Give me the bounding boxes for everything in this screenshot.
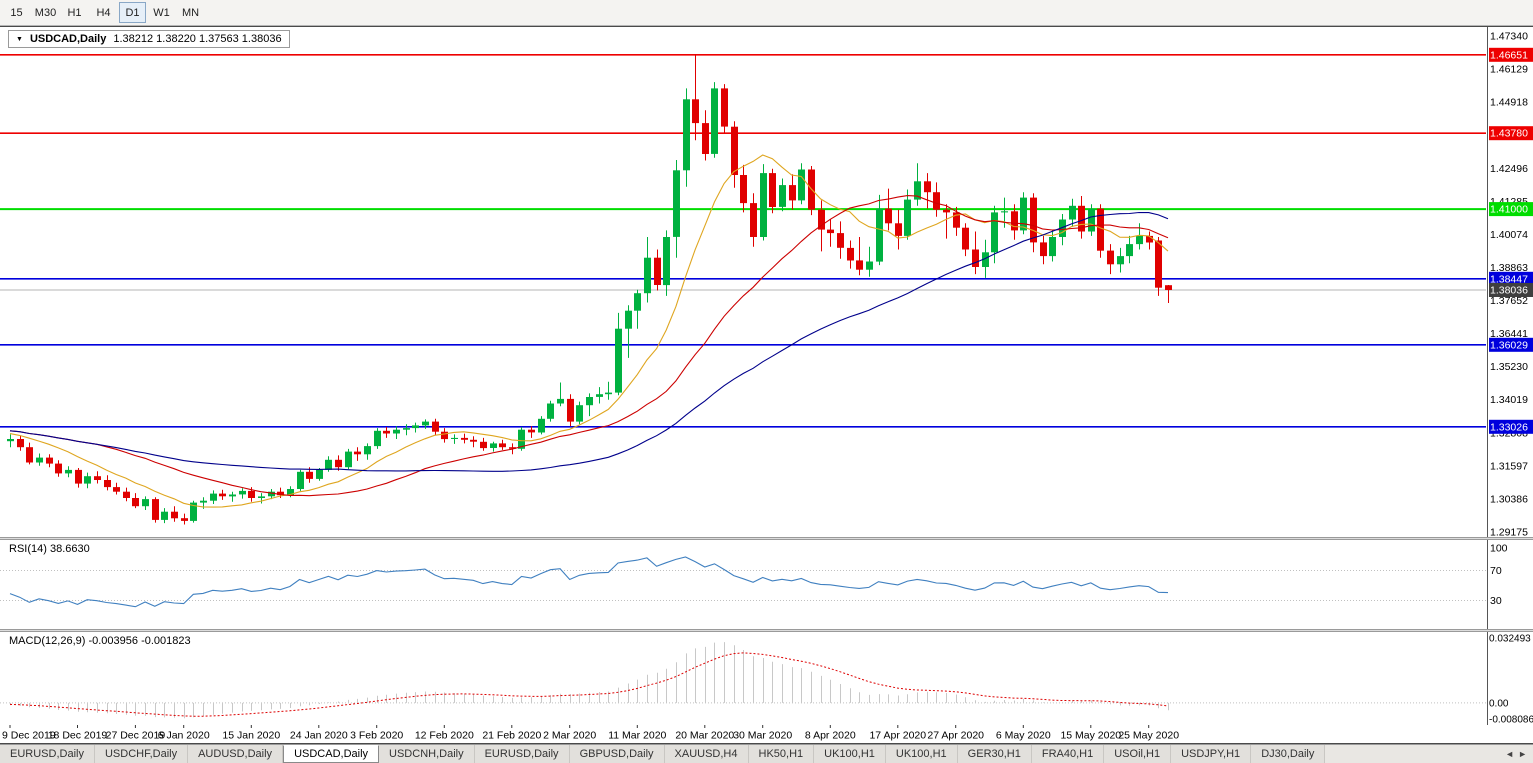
svg-text:1.46129: 1.46129 — [1490, 64, 1528, 76]
rsi-line — [9, 556, 1169, 608]
svg-text:100: 100 — [1490, 543, 1508, 555]
chart-tab-usdcnh-daily[interactable]: USDCNH,Daily — [379, 745, 475, 763]
tabs-scroll-right-icon[interactable]: ► — [1518, 749, 1527, 759]
rsi-pane[interactable]: 100 70 30 — [0, 540, 1533, 629]
price-badge-1.46651 — [1489, 47, 1533, 62]
svg-text:1.34019: 1.34019 — [1490, 394, 1528, 406]
chart-tab-hk50-h1[interactable]: HK50,H1 — [748, 745, 815, 763]
chart-collapse-icon[interactable]: ▼ — [16, 35, 23, 43]
timeframe-button-d1[interactable]: D1 — [119, 2, 146, 23]
svg-text:1.33026: 1.33026 — [1490, 421, 1528, 433]
svg-text:1.30386: 1.30386 — [1490, 493, 1528, 505]
svg-text:1.29175: 1.29175 — [1490, 527, 1528, 538]
main-price-chart[interactable]: 1.473401.461291.449181.437071.424961.412… — [0, 27, 1533, 537]
chart-tab-eurusd-daily[interactable]: EURUSD,Daily — [0, 745, 95, 763]
time-label: 17 Apr 2020 — [869, 730, 926, 742]
svg-text:-0.008086: -0.008086 — [1489, 715, 1533, 726]
chart-symbol-label: USDCAD,Daily — [29, 33, 107, 45]
timeframe-toolbar: 15 M30 H1 H4 D1 W1 MN — [0, 0, 1533, 26]
chart-tab-bar: EURUSD,Daily USDCHF,Daily AUDUSD,Daily USDC… — [0, 744, 1533, 763]
chart-tab-usdchf-daily[interactable]: USDCHF,Daily — [94, 745, 189, 763]
chart-tab-eurusd-daily[interactable]: EURUSD,Daily — [474, 745, 570, 763]
chart-tab-usdjpy-h1[interactable]: USDJPY,H1 — [1171, 745, 1252, 763]
svg-text:1.37652: 1.37652 — [1490, 295, 1528, 307]
chart-tab-usoil-h1[interactable]: USOil,H1 — [1104, 745, 1172, 763]
pane-divider-macd[interactable] — [0, 629, 1533, 632]
time-label: 30 Mar 2020 — [733, 730, 792, 742]
macd-histogram — [10, 642, 1169, 719]
macd-signal-line — [9, 652, 1169, 717]
timeframe-button-15[interactable]: 15 — [10, 6, 23, 19]
timeframe-button-h4[interactable]: H4 — [96, 6, 111, 19]
svg-text:1.42496: 1.42496 — [1490, 163, 1528, 175]
timeframe-button-m30[interactable]: M30 — [34, 6, 57, 19]
time-label: 21 Feb 2020 — [482, 730, 541, 742]
moving-average-50-line — [9, 211, 1169, 472]
time-label: 9 Dec 2019 — [2, 730, 56, 742]
svg-text:1.41000: 1.41000 — [1490, 204, 1528, 216]
chart-tab-dj30-daily[interactable]: DJ30,Daily — [1251, 745, 1326, 763]
svg-text:1.35230: 1.35230 — [1490, 361, 1528, 373]
chart-tab-audusd-daily[interactable]: AUDUSD,Daily — [188, 745, 284, 763]
svg-text:30: 30 — [1490, 595, 1502, 607]
price-badge-1.41000 — [1489, 202, 1533, 217]
svg-text:0.032493: 0.032493 — [1489, 634, 1531, 645]
timeframe-button-h1[interactable]: H1 — [67, 6, 82, 19]
svg-text:1.38036: 1.38036 — [1490, 285, 1528, 297]
time-label: 20 Mar 2020 — [675, 730, 734, 742]
chart-tab-ger30-h1[interactable]: GER30,H1 — [957, 745, 1032, 763]
svg-text:1.36029: 1.36029 — [1490, 339, 1528, 351]
chart-tab-uk100-h1[interactable]: UK100,H1 — [814, 745, 886, 763]
timeframe-button-mn[interactable]: MN — [181, 6, 200, 19]
time-label: 2 Mar 2020 — [543, 730, 596, 742]
time-label: 27 Apr 2020 — [927, 730, 984, 742]
price-badge-1.38447 — [1489, 271, 1533, 286]
svg-text:1.47340: 1.47340 — [1490, 31, 1528, 43]
chart-tab-xauusd-h4[interactable]: XAUUSD,H4 — [664, 745, 749, 763]
price-badge-1.33026 — [1489, 419, 1533, 434]
price-badge-1.43780 — [1489, 126, 1533, 141]
time-label: 18 Dec 2019 — [48, 730, 108, 742]
time-label: 15 Jan 2020 — [222, 730, 280, 742]
pane-divider-rsi[interactable] — [0, 537, 1533, 540]
chart-ohlc-values: 1.38212 1.38220 1.37563 1.38036 — [113, 33, 282, 45]
time-label: 12 Feb 2020 — [415, 730, 474, 742]
rsi-indicator-label: RSI(14) 38.6630 — [9, 543, 90, 555]
price-badge-1.36029 — [1489, 337, 1533, 352]
chart-tab-usdcad-daily[interactable]: USDCAD,Daily — [283, 745, 380, 763]
svg-text:1.43780: 1.43780 — [1490, 128, 1528, 140]
svg-text:1.44918: 1.44918 — [1490, 97, 1528, 109]
tab-scroll-buttons: ◄ ► — [1499, 745, 1533, 763]
moving-average-25-line — [9, 195, 1169, 497]
svg-text:1.38447: 1.38447 — [1490, 273, 1528, 285]
time-label: 27 Dec 2019 — [106, 730, 166, 742]
svg-text:0.00: 0.00 — [1489, 698, 1509, 709]
time-label: 25 May 2020 — [1118, 730, 1179, 742]
chart-tab-uk100-h1[interactable]: UK100,H1 — [885, 745, 958, 763]
svg-text:1.31597: 1.31597 — [1490, 460, 1528, 472]
chart-window: 1.473401.461291.449181.437071.424961.412… — [0, 26, 1533, 744]
time-label: 6 Jan 2020 — [158, 730, 210, 742]
timeframe-button-w1[interactable]: W1 — [153, 6, 170, 19]
time-label: 24 Jan 2020 — [290, 730, 348, 742]
svg-text:1.46651: 1.46651 — [1490, 49, 1528, 61]
price-badge-1.38036 — [1489, 283, 1533, 297]
time-label: 8 Apr 2020 — [805, 730, 856, 742]
candles[interactable] — [7, 54, 1172, 525]
chart-tab-gbpusd-daily[interactable]: GBPUSD,Daily — [569, 745, 665, 763]
svg-text:70: 70 — [1490, 565, 1502, 577]
chart-tab-fra40-h1[interactable]: FRA40,H1 — [1031, 745, 1105, 763]
chart-ohlc-header: ▼ USDCAD,Daily 1.38212 1.38220 1.37563 1… — [8, 30, 290, 48]
macd-pane[interactable]: 0.032493 0.00 -0.008086 — [0, 632, 1533, 725]
macd-indicator-label: MACD(12,26,9) -0.003956 -0.001823 — [9, 635, 191, 647]
time-label: 11 Mar 2020 — [608, 730, 666, 742]
tabs-scroll-left-icon[interactable]: ◄ — [1505, 749, 1515, 759]
time-label: 15 May 2020 — [1060, 730, 1121, 742]
time-label: 6 May 2020 — [996, 730, 1051, 742]
time-label: 3 Feb 2020 — [350, 730, 403, 742]
svg-text:1.36441: 1.36441 — [1490, 328, 1528, 340]
svg-text:1.40074: 1.40074 — [1490, 229, 1528, 241]
svg-text:1.38863: 1.38863 — [1490, 262, 1528, 274]
